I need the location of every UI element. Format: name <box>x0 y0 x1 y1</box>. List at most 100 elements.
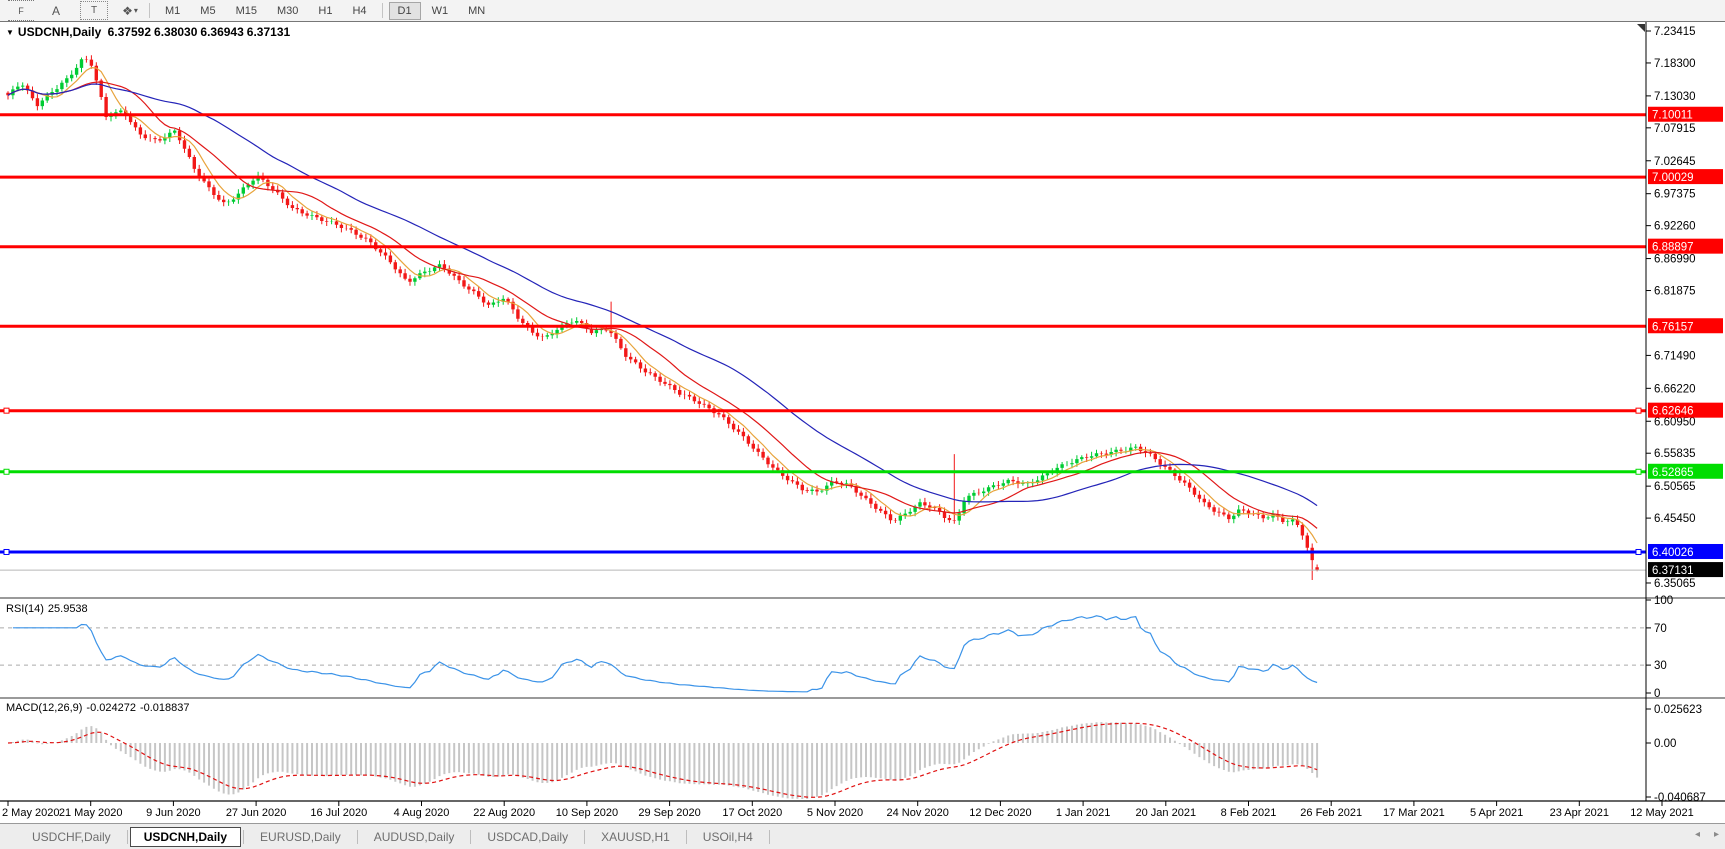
date-tick-label: 24 Nov 2020 <box>887 807 949 819</box>
price-tick-label: 6.50565 <box>1654 481 1696 493</box>
price-tick-label: 6.60950 <box>1654 416 1696 428</box>
timeframe-button-m15[interactable]: M15 <box>235 4 257 17</box>
timeframe-button-m30[interactable]: M30 <box>276 4 299 17</box>
macd-tick-label: 0.025623 <box>1654 704 1702 716</box>
tab-scroll-left-icon[interactable]: ◂ <box>1694 829 1700 840</box>
macd-tick-label: -0.040687 <box>1654 792 1706 804</box>
rsi-tick-label: 100 <box>1654 595 1673 607</box>
price-tick-label: 7.02645 <box>1654 156 1696 168</box>
current-price-badge-bg <box>1648 562 1723 578</box>
date-tick-label: 4 Aug 2020 <box>394 807 450 819</box>
ohlc-high: 6.38030 <box>154 25 198 39</box>
tab-divider <box>685 830 687 844</box>
price-tick-label: 7.13030 <box>1654 91 1696 103</box>
chart-tab-audusd[interactable]: AUDUSD,Daily <box>373 830 455 844</box>
bull-candle-bodies <box>11 59 1295 522</box>
collapse-icon[interactable]: ▼ <box>6 28 14 37</box>
fibonacci-icon[interactable]: F <box>8 0 34 21</box>
date-tick-label: 12 Dec 2020 <box>969 807 1031 819</box>
tab-scroll-right-icon[interactable]: ▸ <box>1713 829 1719 840</box>
rsi-label: RSI(14) 25.9538 <box>6 603 92 615</box>
price-tick-label: 6.86990 <box>1654 254 1696 266</box>
date-tick-label: 17 Oct 2020 <box>722 807 782 819</box>
moving-average-14 <box>7 81 1318 529</box>
tab-divider <box>470 830 472 844</box>
line-price-badge-bg <box>1648 463 1723 479</box>
date-tick-label: 21 May 2020 <box>59 807 123 819</box>
tab-divider <box>243 830 245 844</box>
line-handle[interactable] <box>3 407 10 414</box>
line-handle[interactable] <box>3 548 10 555</box>
chart-tab-eurusd[interactable]: EURUSD,Daily <box>260 830 341 844</box>
line-price-badge-bg <box>1648 318 1723 334</box>
timeframe-button-h1[interactable]: H1 <box>318 4 333 17</box>
rsi-value: 25.9538 <box>47 603 88 615</box>
line-price-badge: 6.52865 <box>1652 467 1694 479</box>
rsi-name: RSI(14) <box>6 603 44 615</box>
macd-main-value: -0.024272 <box>86 702 136 714</box>
price-tick-label: 6.35065 <box>1654 578 1696 590</box>
bear-candle-wicks <box>7 55 1318 580</box>
date-tick-label: 27 Jun 2020 <box>226 807 287 819</box>
text-icon[interactable]: A <box>51 3 60 18</box>
date-tick-label: 22 Aug 2020 <box>473 807 535 819</box>
chart-tab-usdcad[interactable]: USDCAD,Daily <box>487 830 569 844</box>
line-price-badge: 7.10011 <box>1652 110 1693 122</box>
tab-divider <box>126 830 128 844</box>
chart-tab-usdcnh[interactable]: USDCNH,Daily <box>129 827 242 847</box>
line-price-badge: 6.76157 <box>1652 321 1694 333</box>
moving-average-6 <box>7 66 1318 544</box>
line-price-badge: 6.40026 <box>1652 547 1694 559</box>
rsi-tick-label: 30 <box>1654 660 1667 672</box>
ohlc-close: 6.37131 <box>246 25 291 39</box>
line-price-badge: 6.88897 <box>1652 242 1694 254</box>
line-handle[interactable] <box>1635 548 1642 555</box>
line-handle[interactable] <box>1635 407 1642 414</box>
macd-name: MACD(12,26,9) <box>6 702 83 714</box>
price-tick-label: 6.66220 <box>1654 383 1696 395</box>
ohlc-open: 6.37592 <box>107 25 152 39</box>
rsi-tick-label: 0 <box>1654 688 1660 700</box>
date-tick-label: 8 Feb 2021 <box>1221 807 1277 819</box>
chevron-down-icon[interactable]: ▾ <box>133 6 138 15</box>
text-label-icon[interactable]: T <box>80 1 108 20</box>
current-price-badge: 6.37131 <box>1652 565 1694 577</box>
timeframe-button-w1[interactable]: W1 <box>431 4 449 17</box>
line-handle[interactable] <box>1635 468 1642 475</box>
date-tick-label: 23 Apr 2021 <box>1550 807 1609 819</box>
timeframe-button-mn[interactable]: MN <box>468 4 486 17</box>
price-tick-label: 6.71490 <box>1654 350 1696 362</box>
chart-canvas[interactable]: 7.23415 7.18300 7.13030 7.07915 7.02645 6.973… <box>0 21 1725 823</box>
line-price-badge: 6.62646 <box>1652 406 1694 418</box>
graphic-objects-icon[interactable]: ❖ ▾ <box>122 3 138 18</box>
price-tick-label: 6.92260 <box>1654 221 1696 233</box>
timeframe-button-h4[interactable]: H4 <box>352 4 367 17</box>
date-tick-label: 5 Apr 2021 <box>1470 807 1523 819</box>
date-tick-label: 12 May 2021 <box>1630 807 1694 819</box>
chart-tabs: USDCHF,Daily USDCNH,Daily EURUSD,Daily AUDU… <box>18 827 772 847</box>
chart-area[interactable]: 7.23415 7.18300 7.13030 7.07915 7.02645 6.973… <box>0 21 1725 823</box>
line-handle[interactable] <box>3 468 10 475</box>
date-tick-label: 5 Nov 2020 <box>807 807 863 819</box>
ohlc-low: 6.36943 <box>200 25 244 39</box>
date-tick-label: 20 Jan 2021 <box>1136 807 1197 819</box>
date-tick-label: 2 May 2020 <box>2 807 59 819</box>
date-tick-label: 9 Jun 2020 <box>146 807 200 819</box>
chart-symbol-label: USDCNH,Daily <box>17 25 102 39</box>
chart-tab-xauusd[interactable]: XAUUSD,H1 <box>601 830 670 844</box>
chart-title: ▼ USDCNH,Daily 6.37592 6.38030 6.36943 6.371… <box>6 25 293 39</box>
macd-label: MACD(12,26,9) -0.024272 -0.018837 <box>6 702 194 714</box>
chart-tab-usoil[interactable]: USOil,H4 <box>702 830 753 844</box>
tab-divider <box>768 830 770 844</box>
timeframe-button-d1[interactable]: D1 <box>388 1 421 20</box>
tab-scroll-arrows: ◂ ▸ <box>1695 829 1719 840</box>
price-tick-label: 6.45450 <box>1654 513 1696 525</box>
macd-histogram <box>11 722 1319 799</box>
price-tick-label: 7.07915 <box>1654 123 1696 135</box>
bear-candle-bodies <box>6 59 1319 571</box>
timeframe-button-m1[interactable]: M1 <box>165 4 181 17</box>
timeframe-button-m5[interactable]: M5 <box>200 4 216 17</box>
chart-tab-usdchf[interactable]: USDCHF,Daily <box>32 830 111 844</box>
line-price-badge-bg <box>1648 106 1723 122</box>
